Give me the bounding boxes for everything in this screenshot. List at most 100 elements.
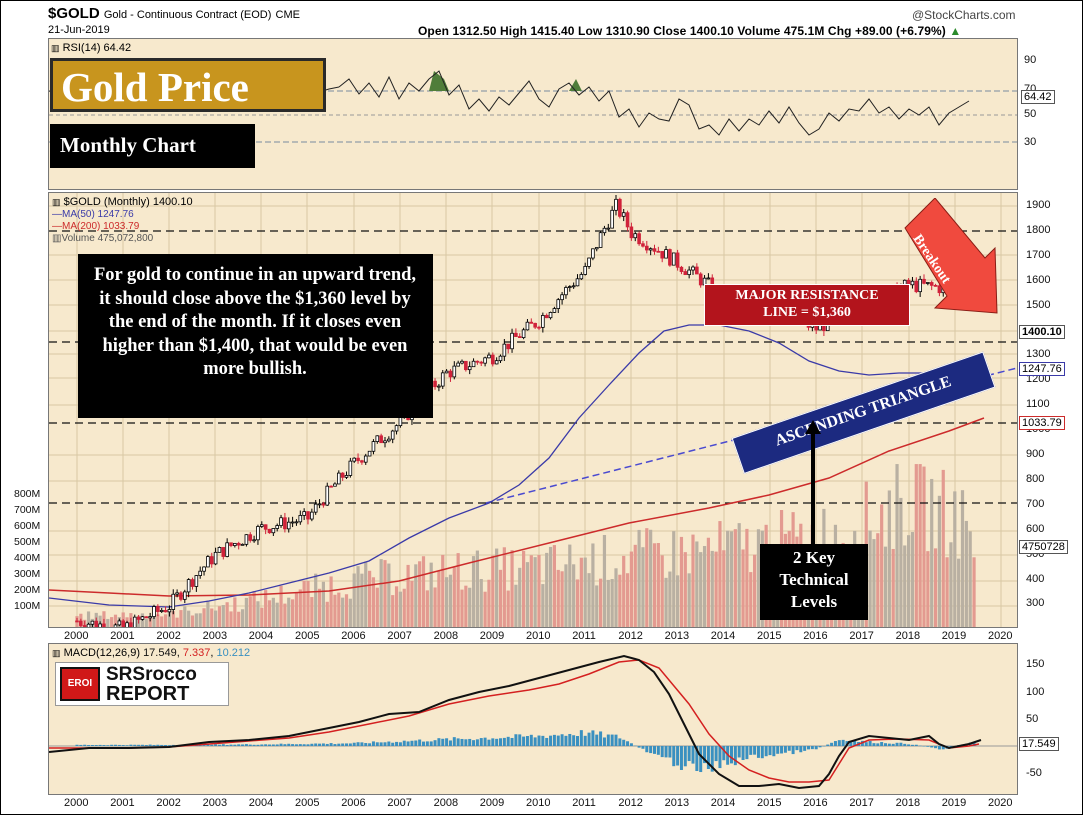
volume-bar xyxy=(964,520,968,627)
volume-bar xyxy=(591,543,595,627)
year-label: 2007 xyxy=(387,630,412,642)
year-label: 2016 xyxy=(803,630,828,642)
volume-bar xyxy=(291,599,295,627)
rsi-tick-90: 90 xyxy=(1024,54,1037,66)
candle-body xyxy=(648,248,653,251)
volume-bar xyxy=(914,464,918,627)
macd-hist-bar xyxy=(549,735,553,746)
candle-body xyxy=(248,534,253,541)
macd-hist-bar xyxy=(129,744,133,746)
volume-bar xyxy=(294,592,299,627)
volume-bar xyxy=(471,556,476,627)
legend-ma50-text: MA(50) 1247.76 xyxy=(62,209,134,220)
macd-hist-bar xyxy=(926,746,930,747)
volume-bar xyxy=(452,567,456,627)
macd-hist-bar xyxy=(429,741,433,746)
candle-body xyxy=(556,299,561,309)
candle-body xyxy=(209,556,214,565)
volume-bar xyxy=(672,531,676,627)
year-label: 2008 xyxy=(433,630,459,642)
ma50-line xyxy=(49,324,949,608)
macd-hist-bar xyxy=(895,742,899,746)
volume-bar xyxy=(583,557,587,627)
macd-hist-bar xyxy=(244,744,248,746)
volume-bar xyxy=(460,589,464,627)
macd-hist-bar xyxy=(572,735,576,746)
macd-hist-bar xyxy=(552,734,556,746)
macd-hist-bar xyxy=(110,744,114,746)
candle-body xyxy=(560,294,564,301)
price-tick: 1700 xyxy=(1026,248,1051,261)
macd-hist-bar xyxy=(922,746,926,747)
legend-volume-text: Volume 475,072,800 xyxy=(61,233,154,244)
macd-hist-bar xyxy=(298,744,302,746)
volume-tick: 600M xyxy=(14,520,41,532)
volume-bar xyxy=(429,562,433,627)
candle-body xyxy=(275,525,280,529)
volume-bar xyxy=(144,619,148,627)
candle-body xyxy=(456,362,460,367)
candle-body xyxy=(148,616,152,619)
macd-hist-bar xyxy=(914,744,918,746)
candle-body xyxy=(517,336,522,338)
candle-body xyxy=(671,252,676,266)
volume-bar xyxy=(660,555,664,627)
volume-bar xyxy=(652,543,657,627)
macd-hist-bar xyxy=(352,742,356,746)
year-label: 2008 xyxy=(433,797,459,809)
volume-bar xyxy=(248,596,252,627)
volume-bar xyxy=(683,552,687,627)
macd-hist-bar xyxy=(468,738,472,746)
volume-bar xyxy=(548,546,553,627)
candle-body xyxy=(263,524,268,530)
candle-body xyxy=(521,329,526,338)
candle-body xyxy=(113,624,118,627)
candle-body xyxy=(483,357,487,364)
candle-body xyxy=(140,616,145,620)
candle-body xyxy=(645,245,649,251)
macd-hist-bar xyxy=(364,743,368,746)
macd-hist-bar xyxy=(753,746,757,755)
candle-body xyxy=(371,441,376,452)
candle-body xyxy=(171,593,176,610)
macd-hist-bar xyxy=(545,737,549,746)
macd-hist-bar xyxy=(460,738,464,746)
macd-signal-line xyxy=(49,659,980,783)
macd-hist-bar xyxy=(745,746,749,760)
candle-body xyxy=(695,266,699,275)
legend-ma200-swatch: — xyxy=(52,221,62,232)
candle-body xyxy=(236,542,241,546)
candle-body xyxy=(467,366,472,371)
candle-body xyxy=(333,483,337,487)
year-label: 2006 xyxy=(341,797,366,809)
macd-hist-bar xyxy=(283,744,287,746)
candle-body xyxy=(933,284,938,287)
volume-bar xyxy=(333,594,337,627)
volume-bar xyxy=(325,601,329,627)
volume-bar xyxy=(498,569,503,627)
macd-hist-bar xyxy=(822,746,826,747)
macd-hist-bar xyxy=(345,743,348,746)
volume-bar xyxy=(306,581,310,627)
price-tick: 1300 xyxy=(1026,348,1051,361)
volume-bar xyxy=(179,610,183,627)
candle-body xyxy=(298,515,303,523)
volume-bar xyxy=(691,534,695,627)
macd-hist-bar xyxy=(410,740,414,746)
volume-bar xyxy=(240,609,245,627)
macd-hist-bar xyxy=(780,746,784,754)
macd-histogram xyxy=(75,730,976,773)
macd-hist-bar xyxy=(341,743,345,746)
macd-hist-bar xyxy=(722,746,726,761)
macd-hist-bar xyxy=(783,746,787,753)
volume-bar xyxy=(402,588,406,627)
candle-body xyxy=(937,285,942,294)
candle-body xyxy=(552,308,557,313)
volume-bar xyxy=(190,615,195,627)
volume-bar xyxy=(533,557,537,627)
srsrocco-logo: EROI SRSrocco REPORT xyxy=(55,662,229,706)
macd-hist-bar xyxy=(864,742,868,746)
macd-hist-bar xyxy=(668,746,672,758)
volume-bar xyxy=(514,584,518,627)
macd-hist-bar xyxy=(144,744,148,746)
